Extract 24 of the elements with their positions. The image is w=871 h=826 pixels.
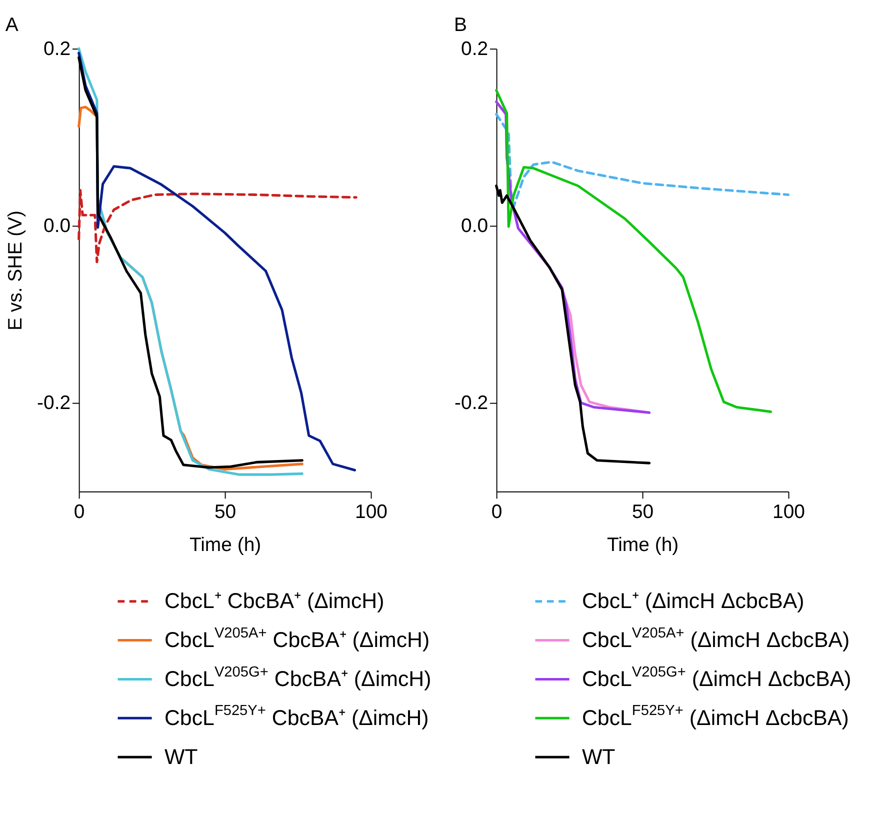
line-series (495, 112, 790, 208)
x-axis-title: Time (h) (189, 534, 262, 556)
chart-title: A (5, 14, 18, 36)
line-series (78, 189, 358, 264)
chart-title: B (454, 14, 468, 36)
line-series (495, 88, 772, 413)
y-tick-label: 0.0 (44, 215, 71, 238)
x-tick-label: 50 (214, 501, 236, 524)
x-tick-label: 100 (355, 501, 388, 524)
x-tick-label: 50 (632, 501, 654, 524)
x-tick-label: 0 (491, 501, 502, 524)
y-tick-label: 0.2 (461, 38, 488, 60)
x-axis-title: Time (h) (606, 534, 679, 556)
legend-label: CbcL⁺ CbcBA⁺ (ΔimcH) (164, 589, 384, 614)
legend-label: WT (582, 744, 616, 769)
x-tick-label: 100 (772, 501, 806, 524)
y-tick-label: -0.2 (37, 392, 71, 414)
y-tick-label: 0.2 (44, 38, 71, 60)
x-tick-label: 0 (74, 501, 85, 524)
legend-label: WT (164, 744, 198, 769)
y-axis-title: E vs. SHE (V) (4, 210, 26, 330)
legend-label: CbcL⁺ (ΔimcH ΔcbcBA) (582, 589, 804, 614)
y-tick-label: 0.0 (461, 215, 488, 238)
y-tick-label: -0.2 (454, 392, 488, 414)
